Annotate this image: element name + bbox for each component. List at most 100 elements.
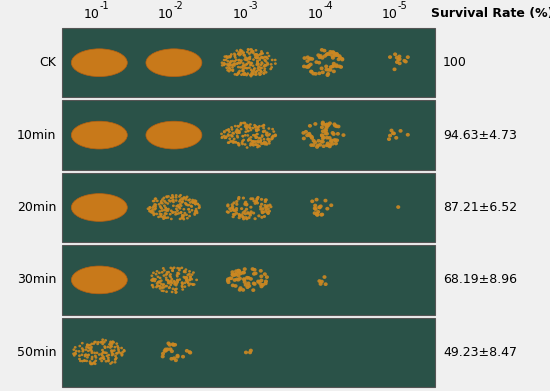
Ellipse shape <box>172 196 174 198</box>
Ellipse shape <box>162 217 165 220</box>
Ellipse shape <box>188 270 191 273</box>
Ellipse shape <box>109 341 112 343</box>
Ellipse shape <box>310 70 314 74</box>
Ellipse shape <box>255 140 257 143</box>
Ellipse shape <box>254 135 257 137</box>
Ellipse shape <box>172 201 175 203</box>
Ellipse shape <box>221 49 277 77</box>
Ellipse shape <box>325 132 329 136</box>
Ellipse shape <box>249 139 252 142</box>
Ellipse shape <box>191 283 195 286</box>
Ellipse shape <box>155 203 157 206</box>
Ellipse shape <box>238 288 242 292</box>
Ellipse shape <box>167 208 170 210</box>
Ellipse shape <box>227 211 230 214</box>
Ellipse shape <box>84 354 87 357</box>
Ellipse shape <box>310 199 315 203</box>
Ellipse shape <box>249 63 252 66</box>
Ellipse shape <box>270 63 273 66</box>
Ellipse shape <box>151 279 155 282</box>
Ellipse shape <box>151 280 154 282</box>
Ellipse shape <box>259 274 263 278</box>
Ellipse shape <box>261 135 263 138</box>
Ellipse shape <box>255 56 258 59</box>
Ellipse shape <box>254 217 257 220</box>
Ellipse shape <box>255 200 258 203</box>
Ellipse shape <box>120 347 123 349</box>
Ellipse shape <box>244 66 246 69</box>
Ellipse shape <box>82 349 85 351</box>
Ellipse shape <box>235 203 239 206</box>
Ellipse shape <box>236 274 240 277</box>
Ellipse shape <box>111 350 113 353</box>
Ellipse shape <box>245 124 248 126</box>
Ellipse shape <box>259 140 262 142</box>
Ellipse shape <box>248 216 251 219</box>
Ellipse shape <box>72 352 75 355</box>
Ellipse shape <box>262 65 266 68</box>
Ellipse shape <box>116 352 119 355</box>
Ellipse shape <box>313 141 317 144</box>
Ellipse shape <box>318 143 322 147</box>
Ellipse shape <box>231 273 235 276</box>
Ellipse shape <box>252 144 255 147</box>
Ellipse shape <box>225 129 228 131</box>
Ellipse shape <box>230 134 233 136</box>
Ellipse shape <box>194 210 197 213</box>
Ellipse shape <box>116 345 119 348</box>
Ellipse shape <box>243 73 246 76</box>
Ellipse shape <box>81 347 84 350</box>
Ellipse shape <box>160 215 162 218</box>
Ellipse shape <box>313 211 317 215</box>
Ellipse shape <box>243 210 246 213</box>
Ellipse shape <box>225 135 228 138</box>
Ellipse shape <box>235 212 238 215</box>
Ellipse shape <box>105 352 108 354</box>
Ellipse shape <box>123 350 126 352</box>
Ellipse shape <box>252 50 255 53</box>
Ellipse shape <box>225 55 228 58</box>
Ellipse shape <box>87 346 90 349</box>
Ellipse shape <box>238 51 240 54</box>
Ellipse shape <box>239 53 242 56</box>
Ellipse shape <box>161 209 163 212</box>
Ellipse shape <box>169 281 172 283</box>
Ellipse shape <box>152 210 155 213</box>
Ellipse shape <box>244 202 247 205</box>
Ellipse shape <box>170 282 174 284</box>
Ellipse shape <box>181 200 184 203</box>
Ellipse shape <box>254 136 257 139</box>
Ellipse shape <box>169 197 172 199</box>
Ellipse shape <box>231 283 235 287</box>
Ellipse shape <box>244 73 247 75</box>
Ellipse shape <box>265 141 267 144</box>
Ellipse shape <box>243 280 247 284</box>
Text: 20min: 20min <box>16 201 56 214</box>
Ellipse shape <box>85 353 87 356</box>
Ellipse shape <box>233 55 236 57</box>
Ellipse shape <box>177 272 179 274</box>
Ellipse shape <box>73 348 75 351</box>
Ellipse shape <box>248 57 251 59</box>
Ellipse shape <box>189 283 192 285</box>
Ellipse shape <box>165 276 168 279</box>
Ellipse shape <box>240 128 243 131</box>
Ellipse shape <box>157 281 160 283</box>
Ellipse shape <box>264 143 267 145</box>
Ellipse shape <box>165 285 168 287</box>
Ellipse shape <box>241 271 245 274</box>
Ellipse shape <box>332 51 336 55</box>
Ellipse shape <box>272 130 275 133</box>
Ellipse shape <box>307 57 312 61</box>
Ellipse shape <box>229 64 232 66</box>
Ellipse shape <box>318 204 323 208</box>
Ellipse shape <box>226 57 229 59</box>
Ellipse shape <box>123 349 125 352</box>
Ellipse shape <box>115 357 118 359</box>
Ellipse shape <box>183 218 185 221</box>
Ellipse shape <box>187 208 190 211</box>
Ellipse shape <box>221 136 223 139</box>
Ellipse shape <box>230 128 233 131</box>
Ellipse shape <box>394 136 398 140</box>
Ellipse shape <box>232 201 235 204</box>
